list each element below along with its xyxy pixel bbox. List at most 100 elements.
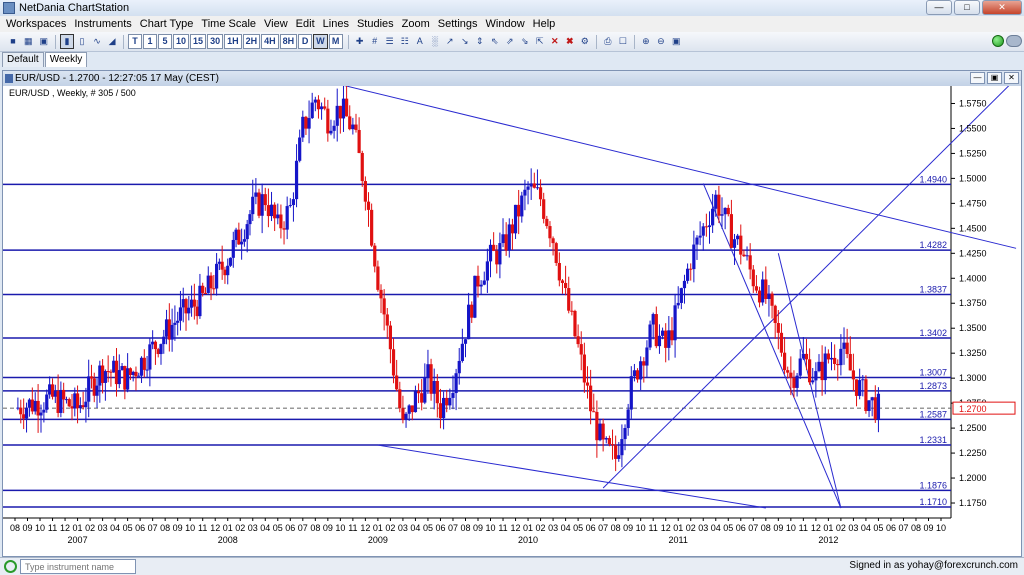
candle-body	[223, 269, 227, 276]
candle-body	[660, 330, 665, 336]
marker-icon[interactable]: ⇘	[521, 36, 529, 46]
candle-body	[745, 255, 749, 257]
x-tick-label: 08	[460, 523, 470, 533]
menu-chart-type[interactable]: Chart Type	[139, 18, 194, 30]
timeframe-2h-button[interactable]: 2H	[242, 34, 261, 49]
save-icon[interactable]: ▦	[24, 36, 33, 46]
print-preview-icon[interactable]: ☐	[618, 36, 627, 46]
x-tick-label: 12	[360, 523, 370, 533]
instrument-input[interactable]	[20, 559, 136, 574]
toggle-switch[interactable]	[1006, 35, 1022, 47]
candle-body	[529, 183, 533, 187]
select-icon[interactable]: ⇱	[536, 36, 544, 46]
menu-window[interactable]: Window	[485, 18, 525, 30]
candle-chart-icon[interactable]: ▮	[60, 34, 75, 49]
layout-icon[interactable]: ▣	[39, 36, 49, 46]
x-tick-label: 05	[273, 523, 283, 533]
menu-workspaces[interactable]: Workspaces	[6, 18, 67, 30]
close-button[interactable]: ✕	[982, 0, 1022, 15]
x-tick-label: 01	[373, 523, 383, 533]
tab-default[interactable]: Default	[2, 52, 44, 67]
area-chart-icon[interactable]: ◢	[108, 36, 116, 46]
chart-minimize-button[interactable]: —	[970, 72, 985, 84]
timeframe-w-button[interactable]: W	[313, 34, 328, 49]
arrow-tool-icon[interactable]: ⇗	[506, 36, 514, 46]
candle-body	[820, 361, 824, 381]
properties-icon[interactable]: ⚙	[580, 36, 589, 46]
draw-line-icon[interactable]: ↗	[446, 36, 454, 46]
candle-body	[811, 380, 815, 383]
menu-studies[interactable]: Studies	[356, 18, 394, 30]
menu-time-scale[interactable]: Time Scale	[201, 18, 257, 30]
candle-body	[782, 352, 787, 371]
x-tick-label: 05	[573, 523, 583, 533]
x-tick-label: 01	[673, 523, 683, 533]
minimize-button[interactable]: —	[926, 0, 952, 15]
candle-body	[532, 183, 536, 188]
channel-icon[interactable]: ☷	[400, 36, 409, 46]
timeframe-t-button[interactable]: T	[128, 34, 143, 49]
candle-body	[103, 371, 107, 383]
line-chart-icon[interactable]: ∿	[93, 36, 101, 46]
x-tick-label: 02	[235, 523, 245, 533]
candle-body	[16, 407, 20, 409]
menu-view[interactable]: View	[264, 18, 288, 30]
print-icon[interactable]: ⎙	[604, 36, 612, 46]
menu-edit[interactable]: Edit	[295, 18, 315, 30]
candle-body	[407, 405, 411, 414]
timeframe-5-button[interactable]: 5	[158, 34, 173, 49]
horizontal-line-icon[interactable]: ⇕	[476, 36, 484, 46]
zoom-out-icon[interactable]: ⊖	[657, 36, 665, 46]
candle-body	[789, 372, 793, 378]
bar-chart-icon[interactable]: ▯	[79, 36, 85, 46]
candle-body	[582, 354, 586, 383]
crosshair-icon[interactable]: ✚	[355, 36, 364, 46]
zoom-reset-icon[interactable]: ▣	[671, 36, 681, 46]
tab-weekly[interactable]: Weekly	[44, 52, 88, 67]
timeframe-15-button[interactable]: 15	[190, 34, 207, 49]
year-label: 2007	[68, 535, 88, 545]
candle-body	[754, 286, 759, 291]
chart-svg[interactable]: EUR/USD , Weekly, # 305 / 500 1.4940 1.428…	[3, 78, 1021, 556]
timeframe-1-button[interactable]: 1	[143, 34, 158, 49]
menu-zoom[interactable]: Zoom	[401, 18, 430, 30]
x-tick-label: 06	[285, 523, 295, 533]
timeframe-8h-button[interactable]: 8H	[279, 34, 298, 49]
delete-icon[interactable]: ✕	[551, 36, 559, 46]
y-tick-label: 1.3000	[959, 373, 987, 383]
timeframe-m-button[interactable]: M	[328, 34, 343, 49]
chart-window-title: EUR/USD - 1.2700 - 12:27:05 17 May (CEST…	[15, 73, 219, 84]
candle-body	[595, 411, 599, 441]
candle-body	[388, 325, 393, 350]
x-tick-label: 08	[310, 523, 320, 533]
zoom-in-icon[interactable]: ⊕	[642, 36, 650, 46]
new-icon[interactable]: ■	[10, 36, 16, 46]
candle-body	[473, 275, 477, 318]
studies-icon[interactable]: ░	[431, 36, 438, 46]
grid-icon[interactable]: #	[372, 36, 378, 46]
fibonacci-icon[interactable]: ☰	[385, 36, 394, 46]
chart-restore-button[interactable]: ▣	[987, 72, 1002, 84]
maximize-button[interactable]: □	[954, 0, 980, 15]
menu-help[interactable]: Help	[532, 18, 556, 30]
menu-settings[interactable]: Settings	[437, 18, 478, 30]
candle-body	[42, 409, 46, 413]
chart-plot-area[interactable]: EUR/USD , Weekly, # 305 / 500 1.4940 1.428…	[3, 78, 1021, 556]
x-tick-label: 04	[110, 523, 120, 533]
timeframe-10-button[interactable]: 10	[173, 34, 190, 49]
timeframe-1h-button[interactable]: 1H	[224, 34, 242, 49]
delete-all-icon[interactable]: ✖	[566, 36, 574, 46]
chart-close-button[interactable]: ✕	[1004, 72, 1019, 84]
menu-instruments[interactable]: Instruments	[74, 18, 132, 30]
timeframe-30-button[interactable]: 30	[207, 34, 224, 49]
status-bar: Signed in as yohay@forexcrunch.com	[0, 557, 1024, 575]
trend-line-icon[interactable]: ↘	[461, 36, 469, 46]
menu-lines[interactable]: Lines	[322, 18, 349, 30]
level-label: 1.3007	[919, 367, 947, 377]
candle-body	[363, 181, 367, 202]
timeframe-d-button[interactable]: D	[298, 34, 313, 49]
text-tool-icon[interactable]: A	[416, 36, 423, 46]
vertical-line-icon[interactable]: ⇖	[491, 36, 499, 46]
timeframe-4h-button[interactable]: 4H	[261, 34, 279, 49]
candle-body	[401, 408, 405, 420]
